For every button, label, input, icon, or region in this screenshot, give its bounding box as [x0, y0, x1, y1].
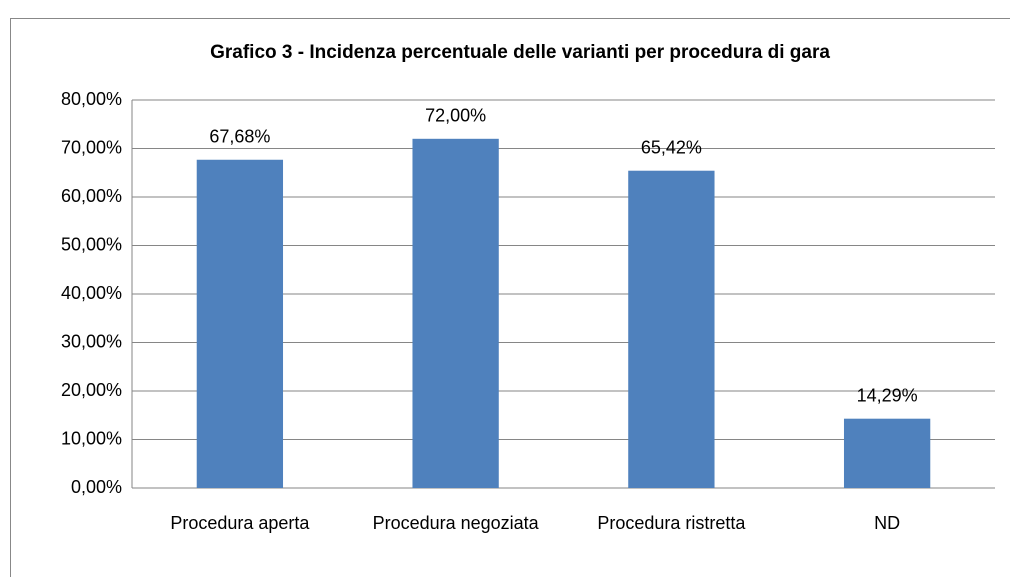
y-tick-label: 0,00%	[71, 477, 122, 497]
y-tick-label: 60,00%	[61, 186, 122, 206]
y-tick-label: 30,00%	[61, 331, 122, 351]
y-tick-label: 20,00%	[61, 380, 122, 400]
x-tick-label: Procedura ristretta	[597, 513, 746, 533]
bar	[196, 159, 284, 488]
x-tick-label: ND	[874, 513, 900, 533]
y-tick-label: 70,00%	[61, 137, 122, 157]
data-label: 14,29%	[857, 385, 918, 405]
x-tick-label: Procedura aperta	[170, 513, 310, 533]
data-label: 72,00%	[425, 106, 486, 126]
chart-frame	[10, 18, 1010, 577]
data-label: 67,68%	[209, 127, 270, 147]
x-tick-label: Procedura negoziata	[373, 513, 540, 533]
y-tick-label: 10,00%	[61, 428, 122, 448]
bar	[412, 138, 499, 489]
y-tick-label: 40,00%	[61, 283, 122, 303]
bar	[843, 418, 931, 488]
bar	[628, 170, 715, 488]
y-tick-label: 80,00%	[61, 89, 122, 109]
y-tick-label: 50,00%	[61, 234, 122, 254]
data-label: 65,42%	[641, 137, 702, 157]
chart-title: Grafico 3 - Incidenza percentuale delle …	[210, 42, 830, 63]
